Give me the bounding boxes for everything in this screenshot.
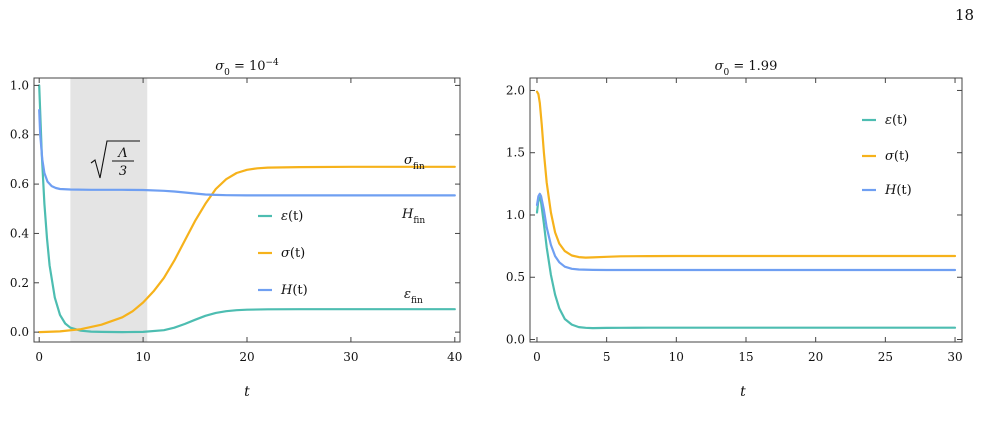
legend-item-epsilon: ε(t) [862,113,907,128]
svg-text:ε(t): ε(t) [281,209,303,224]
y-tick-label: 0.5 [506,270,525,284]
svg-text:ε(t): ε(t) [885,113,907,128]
legend-item-hubble: H(t) [862,183,912,198]
y-tick-label: 2.0 [506,83,525,97]
x-tick-label: 5 [603,350,611,364]
sqrt-numerator: Λ [117,146,127,161]
series-line-hubble [535,192,957,272]
sqrt-lambda-annotation: Λ 3 [90,140,140,179]
y-tick-label: 0.0 [506,333,525,347]
chart-title: σ0 = 10−4 [215,58,279,78]
y-tick-label: 1.0 [10,78,29,92]
chart-left: 0 10 20 30 400.00.20.40.60.81.0 σ0 = 10−4 t … [10,58,463,400]
legend-item-sigma: σ(t) [258,246,305,261]
x-tick-label: 30 [343,350,358,364]
x-tick-label: 0 [533,350,541,364]
series-line-hubble [38,108,456,197]
x-tick-label: 20 [239,350,254,364]
svg-text:H(t): H(t) [884,183,912,198]
y-tick-label: 0.8 [10,128,29,142]
x-tick-label: 40 [447,350,462,364]
series-line-sigma [535,90,957,259]
legend-item-sigma: σ(t) [862,149,909,164]
series-line-epsilon [38,84,456,334]
y-tick-label: 0.6 [10,177,29,191]
x-tick-label: 25 [878,350,893,364]
svg-text:σ(t): σ(t) [281,246,305,261]
x-tick-label: 0 [35,350,43,364]
chart-title: σ0 = 1.99 [715,59,778,78]
legend-item-hubble: H(t) [258,283,308,298]
y-tick-label: 1.5 [506,146,525,160]
chart-right: 0 5 10 15 20 25 300.00.51.01.52.0 σ0 = 1.99 t … [506,59,963,400]
legend-item-epsilon: ε(t) [258,209,303,224]
y-tick-label: 0.4 [10,226,29,240]
eps-fin-label: εfin [404,287,423,306]
x-axis-label: t [740,384,746,400]
y-tick-label: 0.0 [10,325,29,339]
x-axis-label: t [244,384,250,400]
legend-left: ε(t) σ(t) H(t) [258,209,308,298]
series-line-sigma [38,165,456,334]
sigma-fin-label: σfin [404,153,425,172]
series-line-epsilon [535,196,957,330]
x-tick-label: 20 [808,350,823,364]
shaded-band [70,78,148,342]
x-tick-label: 10 [135,350,150,364]
page-number: 18 [955,6,975,24]
x-tick-label: 10 [669,350,684,364]
h-fin-label: Hfin [401,207,425,226]
x-tick-label: 15 [738,350,753,364]
svg-text:σ(t): σ(t) [885,149,909,164]
sqrt-denominator: 3 [119,164,127,179]
legend-right: ε(t) σ(t) H(t) [862,113,912,198]
y-tick-label: 1.0 [506,208,525,222]
y-tick-label: 0.2 [10,276,29,290]
x-tick-label: 30 [947,350,962,364]
svg-text:H(t): H(t) [280,283,308,298]
